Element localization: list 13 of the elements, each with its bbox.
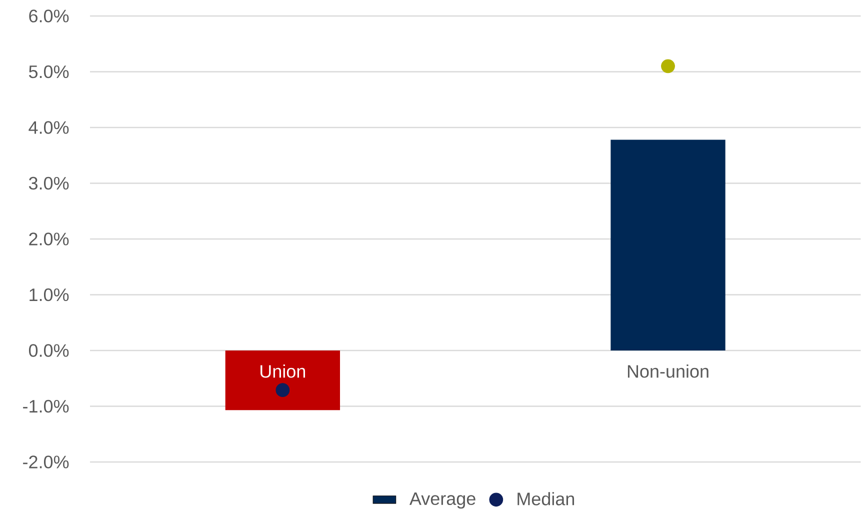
y-tick-label: 3.0% [28,176,69,190]
y-tick-label: -2.0% [23,456,69,468]
y-tick-label: 4.0% [28,121,69,134]
legend-label: Average [409,492,476,509]
y-tick-label: 0.0% [28,344,69,357]
y-tick-label: 6.0% [29,10,69,22]
y-tick-label: 2.0% [29,232,69,246]
legend-label: Median [518,492,574,506]
y-tick-label: 1.0% [30,288,69,302]
y-tick-label: 5.0% [28,65,69,78]
x-tick-label: Non-union [628,364,708,378]
x-tick-label: Union [260,364,306,378]
y-tick-label: -1.0% [23,400,69,413]
